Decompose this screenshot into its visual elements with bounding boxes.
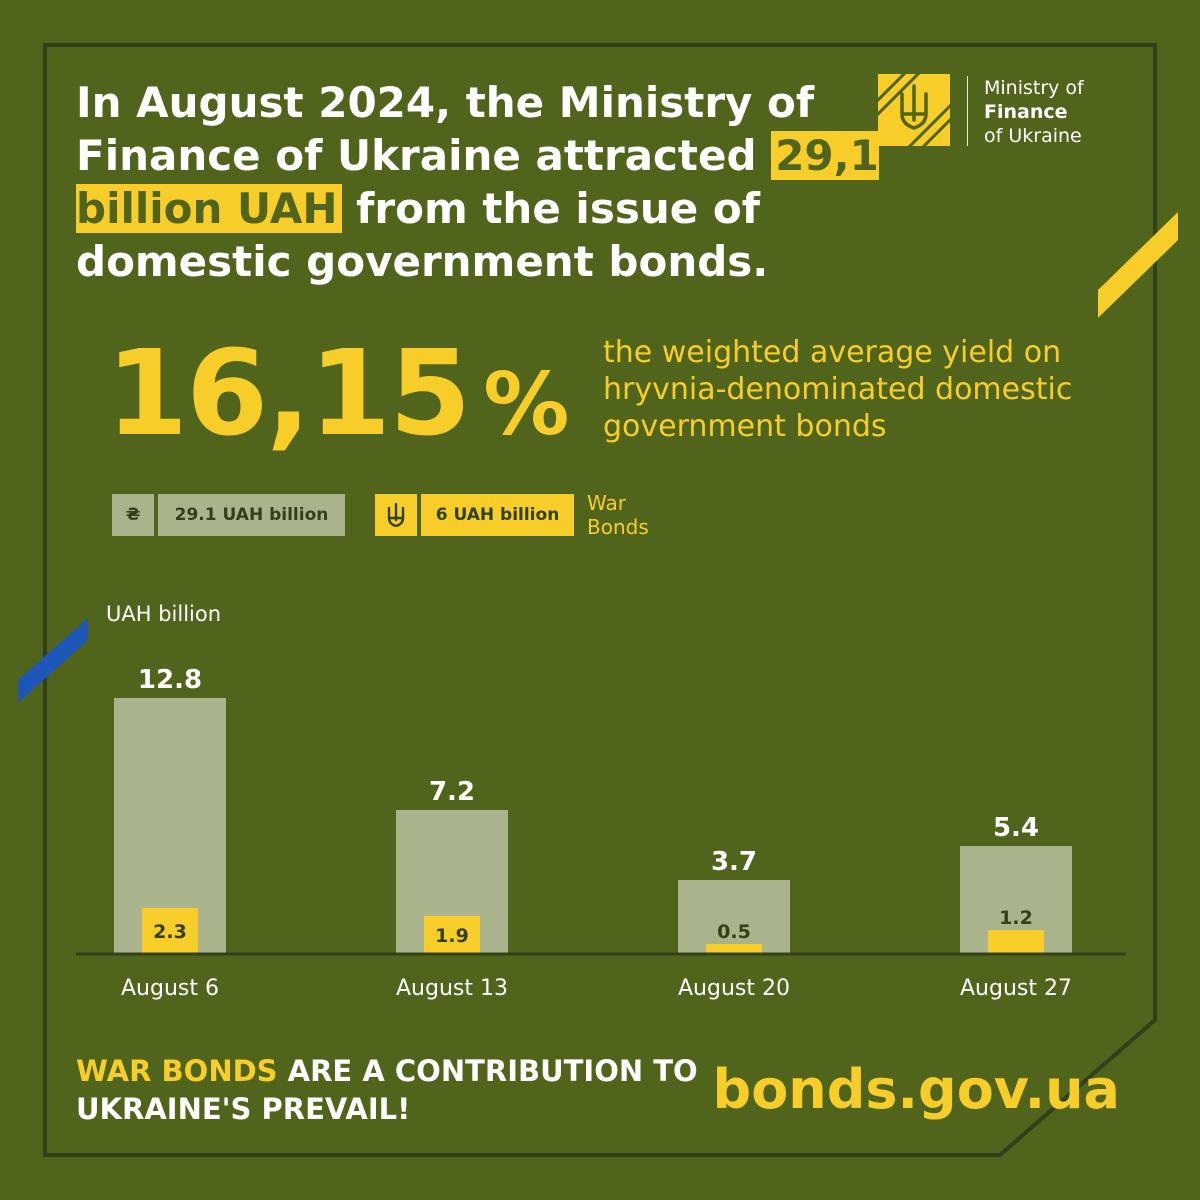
data-label-total: 3.7	[711, 847, 757, 877]
x-tick-label: August 20	[678, 976, 790, 1001]
headline: In August 2024, the Ministry of Finance …	[76, 76, 896, 288]
trident-icon	[375, 494, 417, 536]
yield-number: 16,15	[106, 324, 471, 462]
trident-emblem-icon	[878, 74, 950, 146]
x-tick-label: August 13	[396, 976, 508, 1001]
data-label-war-bonds: 0.5	[717, 921, 751, 943]
data-label-war-bonds: 2.3	[153, 921, 187, 943]
ministry-logo: Ministry of Finance of Ukraine	[878, 74, 1128, 148]
bar-war-bonds	[988, 930, 1044, 954]
bar-war-bonds	[424, 916, 480, 954]
legend-war-text: War Bonds	[587, 491, 649, 539]
logo-line-3: of Ukraine	[984, 125, 1082, 147]
headline-part2: from the issue of domestic government bo…	[76, 184, 769, 286]
logo-divider	[967, 76, 968, 146]
legend-total-label: 29.1 UAH billion	[158, 494, 345, 536]
website-link[interactable]: bonds.gov.ua	[712, 1058, 1120, 1121]
headline-part1: In August 2024, the Ministry of Finance …	[76, 78, 815, 180]
slogan-rest: ARE A CONTRIBUTION TO UKRAINE'S PREVAIL!	[76, 1054, 698, 1126]
slogan: WAR BONDS ARE A CONTRIBUTION TO UKRAINE'…	[76, 1052, 716, 1128]
yield-value: 16,15%	[106, 328, 569, 470]
data-label-war-bonds: 1.2	[999, 907, 1033, 929]
slogan-accent: WAR BONDS	[76, 1054, 278, 1088]
y-axis-unit-label: UAH billion	[106, 602, 222, 626]
yield-unit: %	[483, 355, 570, 455]
yield-description: the weighted average yield on hryvnia-de…	[603, 335, 1073, 444]
bar-total	[678, 880, 790, 954]
logo-text: Ministry of Finance of Ukraine	[984, 76, 1084, 148]
x-tick-label: August 6	[121, 976, 219, 1001]
hryvnia-icon: ₴	[112, 494, 154, 536]
data-label-total: 12.8	[138, 665, 202, 695]
data-label-total: 5.4	[993, 813, 1039, 843]
data-label-total: 7.2	[429, 777, 475, 807]
bar-war-bonds	[706, 944, 762, 954]
data-label-war-bonds: 1.9	[435, 925, 469, 947]
logo-line-2: Finance	[984, 101, 1068, 123]
logo-line-1: Ministry of	[984, 77, 1084, 99]
legend-war-label: 6 UAH billion	[421, 494, 574, 536]
x-tick-label: August 27	[960, 976, 1072, 1001]
bar-war-bonds	[142, 908, 198, 954]
